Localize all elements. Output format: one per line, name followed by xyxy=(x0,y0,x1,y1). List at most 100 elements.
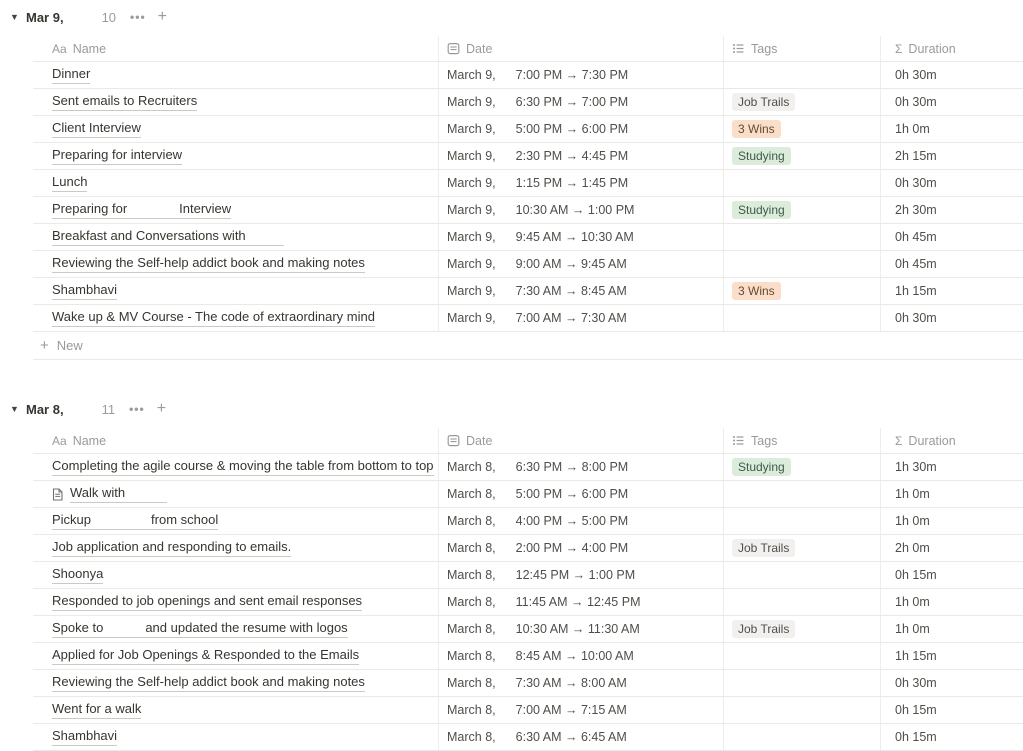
table-row[interactable]: Preparing for Interview March 9, 10:30 AM… xyxy=(33,197,1023,224)
column-header-duration[interactable]: Σ Duration xyxy=(880,428,1023,453)
duration-cell[interactable]: 0h 30m xyxy=(880,670,1023,696)
duration-cell[interactable]: 2h 0m xyxy=(880,535,1023,561)
name-cell[interactable]: Walk with xyxy=(33,481,438,507)
group-menu-button[interactable]: ••• xyxy=(130,10,146,24)
tags-cell[interactable] xyxy=(723,589,880,615)
duration-cell[interactable]: 1h 15m xyxy=(880,278,1023,304)
tags-cell[interactable] xyxy=(723,481,880,507)
duration-cell[interactable]: 0h 45m xyxy=(880,224,1023,250)
table-row[interactable]: Client Interview March 9, 5:00 PM → 6:00… xyxy=(33,116,1023,143)
tags-cell[interactable]: Job Trails xyxy=(723,535,880,561)
table-row[interactable]: Walk with March 8, 5:00 PM → 6:00 PM 1h … xyxy=(33,481,1023,508)
tags-cell[interactable]: 3 Wins xyxy=(723,278,880,304)
duration-cell[interactable]: 0h 30m xyxy=(880,305,1023,331)
tags-cell[interactable] xyxy=(723,562,880,588)
date-cell[interactable]: March 8, 2:00 PM → 4:00 PM xyxy=(438,535,723,561)
tags-cell[interactable]: Job Trails xyxy=(723,616,880,642)
date-cell[interactable]: March 9, 5:00 PM → 6:00 PM xyxy=(438,116,723,142)
column-header-date[interactable]: Date xyxy=(438,428,723,453)
group-toggle-icon[interactable]: ▼ xyxy=(10,404,19,414)
column-header-duration[interactable]: Σ Duration xyxy=(880,36,1023,61)
duration-cell[interactable]: 1h 0m xyxy=(880,616,1023,642)
name-cell[interactable]: Sent emails to Recruiters xyxy=(33,89,438,115)
date-cell[interactable]: March 9, 9:45 AM → 10:30 AM xyxy=(438,224,723,250)
date-cell[interactable]: March 9, 7:00 AM → 7:30 AM xyxy=(438,305,723,331)
duration-cell[interactable]: 1h 0m xyxy=(880,481,1023,507)
tags-cell[interactable] xyxy=(723,251,880,277)
date-cell[interactable]: March 9, 9:00 AM → 9:45 AM xyxy=(438,251,723,277)
tags-cell[interactable]: Studying xyxy=(723,197,880,223)
table-row[interactable]: Lunch March 9, 1:15 PM → 1:45 PM 0h 30m xyxy=(33,170,1023,197)
name-cell[interactable]: Breakfast and Conversations with xyxy=(33,224,438,250)
table-row[interactable]: Reviewing the Self-help addict book and … xyxy=(33,251,1023,278)
group-menu-button[interactable]: ••• xyxy=(129,402,145,416)
tags-cell[interactable] xyxy=(723,643,880,669)
name-cell[interactable]: Job application and responding to emails… xyxy=(33,535,438,561)
tags-cell[interactable]: Studying xyxy=(723,143,880,169)
table-row[interactable]: Dinner March 9, 7:00 PM → 7:30 PM 0h 30m xyxy=(33,62,1023,89)
name-cell[interactable]: Shoonya xyxy=(33,562,438,588)
table-row[interactable]: Sent emails to Recruiters March 9, 6:30 … xyxy=(33,89,1023,116)
name-cell[interactable]: Completing the agile course & moving the… xyxy=(33,454,438,480)
date-cell[interactable]: March 9, 6:30 PM → 7:00 PM xyxy=(438,89,723,115)
tags-cell[interactable] xyxy=(723,62,880,88)
date-cell[interactable]: March 8, 12:45 PM → 1:00 PM xyxy=(438,562,723,588)
duration-cell[interactable]: 2h 15m xyxy=(880,143,1023,169)
date-cell[interactable]: March 8, 7:00 AM → 7:15 AM xyxy=(438,697,723,723)
table-row[interactable]: Breakfast and Conversations with March 9… xyxy=(33,224,1023,251)
duration-cell[interactable]: 1h 0m xyxy=(880,589,1023,615)
date-cell[interactable]: March 8, 6:30 AM → 6:45 AM xyxy=(438,724,723,750)
duration-cell[interactable]: 1h 15m xyxy=(880,643,1023,669)
table-row[interactable]: Wake up & MV Course - The code of extrao… xyxy=(33,305,1023,332)
table-row[interactable]: Reviewing the Self-help addict book and … xyxy=(33,670,1023,697)
group-add-button[interactable]: + xyxy=(156,400,167,417)
date-cell[interactable]: March 8, 6:30 PM → 8:00 PM xyxy=(438,454,723,480)
name-cell[interactable]: Preparing for Interview xyxy=(33,197,438,223)
name-cell[interactable]: Preparing for interview xyxy=(33,143,438,169)
name-cell[interactable]: Applied for Job Openings & Responded to … xyxy=(33,643,438,669)
date-cell[interactable]: March 9, 2:30 PM → 4:45 PM xyxy=(438,143,723,169)
column-header-name[interactable]: Aa Name xyxy=(33,428,438,453)
duration-cell[interactable]: 0h 15m xyxy=(880,562,1023,588)
date-cell[interactable]: March 8, 8:45 AM → 10:00 AM xyxy=(438,643,723,669)
tags-cell[interactable] xyxy=(723,697,880,723)
table-row[interactable]: Applied for Job Openings & Responded to … xyxy=(33,643,1023,670)
table-row[interactable]: Preparing for interview March 9, 2:30 PM… xyxy=(33,143,1023,170)
table-row[interactable]: Spoke to and updated the resume with logo… xyxy=(33,616,1023,643)
name-cell[interactable]: Dinner xyxy=(33,62,438,88)
name-cell[interactable]: Shambhavi xyxy=(33,724,438,750)
duration-cell[interactable]: 1h 0m xyxy=(880,508,1023,534)
date-cell[interactable]: March 9, 7:00 PM → 7:30 PM xyxy=(438,62,723,88)
tags-cell[interactable] xyxy=(723,724,880,750)
name-cell[interactable]: Spoke to and updated the resume with logo… xyxy=(33,616,438,642)
tags-cell[interactable] xyxy=(723,305,880,331)
duration-cell[interactable]: 1h 0m xyxy=(880,116,1023,142)
group-toggle-icon[interactable]: ▼ xyxy=(10,12,19,22)
name-cell[interactable]: Went for a walk xyxy=(33,697,438,723)
name-cell[interactable]: Responded to job openings and sent email… xyxy=(33,589,438,615)
duration-cell[interactable]: 1h 30m xyxy=(880,454,1023,480)
name-cell[interactable]: Reviewing the Self-help addict book and … xyxy=(33,251,438,277)
duration-cell[interactable]: 0h 30m xyxy=(880,170,1023,196)
tags-cell[interactable] xyxy=(723,170,880,196)
date-cell[interactable]: March 9, 7:30 AM → 8:45 AM xyxy=(438,278,723,304)
table-row[interactable]: Shambhavi March 8, 6:30 AM → 6:45 AM 0h … xyxy=(33,724,1023,751)
group-add-button[interactable]: + xyxy=(157,8,167,25)
name-cell[interactable]: Client Interview xyxy=(33,116,438,142)
date-cell[interactable]: March 8, 10:30 AM → 11:30 AM xyxy=(438,616,723,642)
date-cell[interactable]: March 8, 7:30 AM → 8:00 AM xyxy=(438,670,723,696)
name-cell[interactable]: Pickup from school xyxy=(33,508,438,534)
tags-cell[interactable]: Studying xyxy=(723,454,880,480)
new-row-button[interactable]: + New xyxy=(33,332,1023,360)
table-row[interactable]: Job application and responding to emails… xyxy=(33,535,1023,562)
duration-cell[interactable]: 0h 45m xyxy=(880,251,1023,277)
tags-cell[interactable]: Job Trails xyxy=(723,89,880,115)
duration-cell[interactable]: 0h 15m xyxy=(880,697,1023,723)
table-row[interactable]: Completing the agile course & moving the… xyxy=(33,454,1023,481)
date-cell[interactable]: March 8, 11:45 AM → 12:45 PM xyxy=(438,589,723,615)
date-cell[interactable]: March 8, 5:00 PM → 6:00 PM xyxy=(438,481,723,507)
tags-cell[interactable]: 3 Wins xyxy=(723,116,880,142)
duration-cell[interactable]: 2h 30m xyxy=(880,197,1023,223)
table-row[interactable]: Pickup from school March 8, 4:00 PM → 5:0… xyxy=(33,508,1023,535)
table-row[interactable]: Shoonya March 8, 12:45 PM → 1:00 PM 0h 1… xyxy=(33,562,1023,589)
